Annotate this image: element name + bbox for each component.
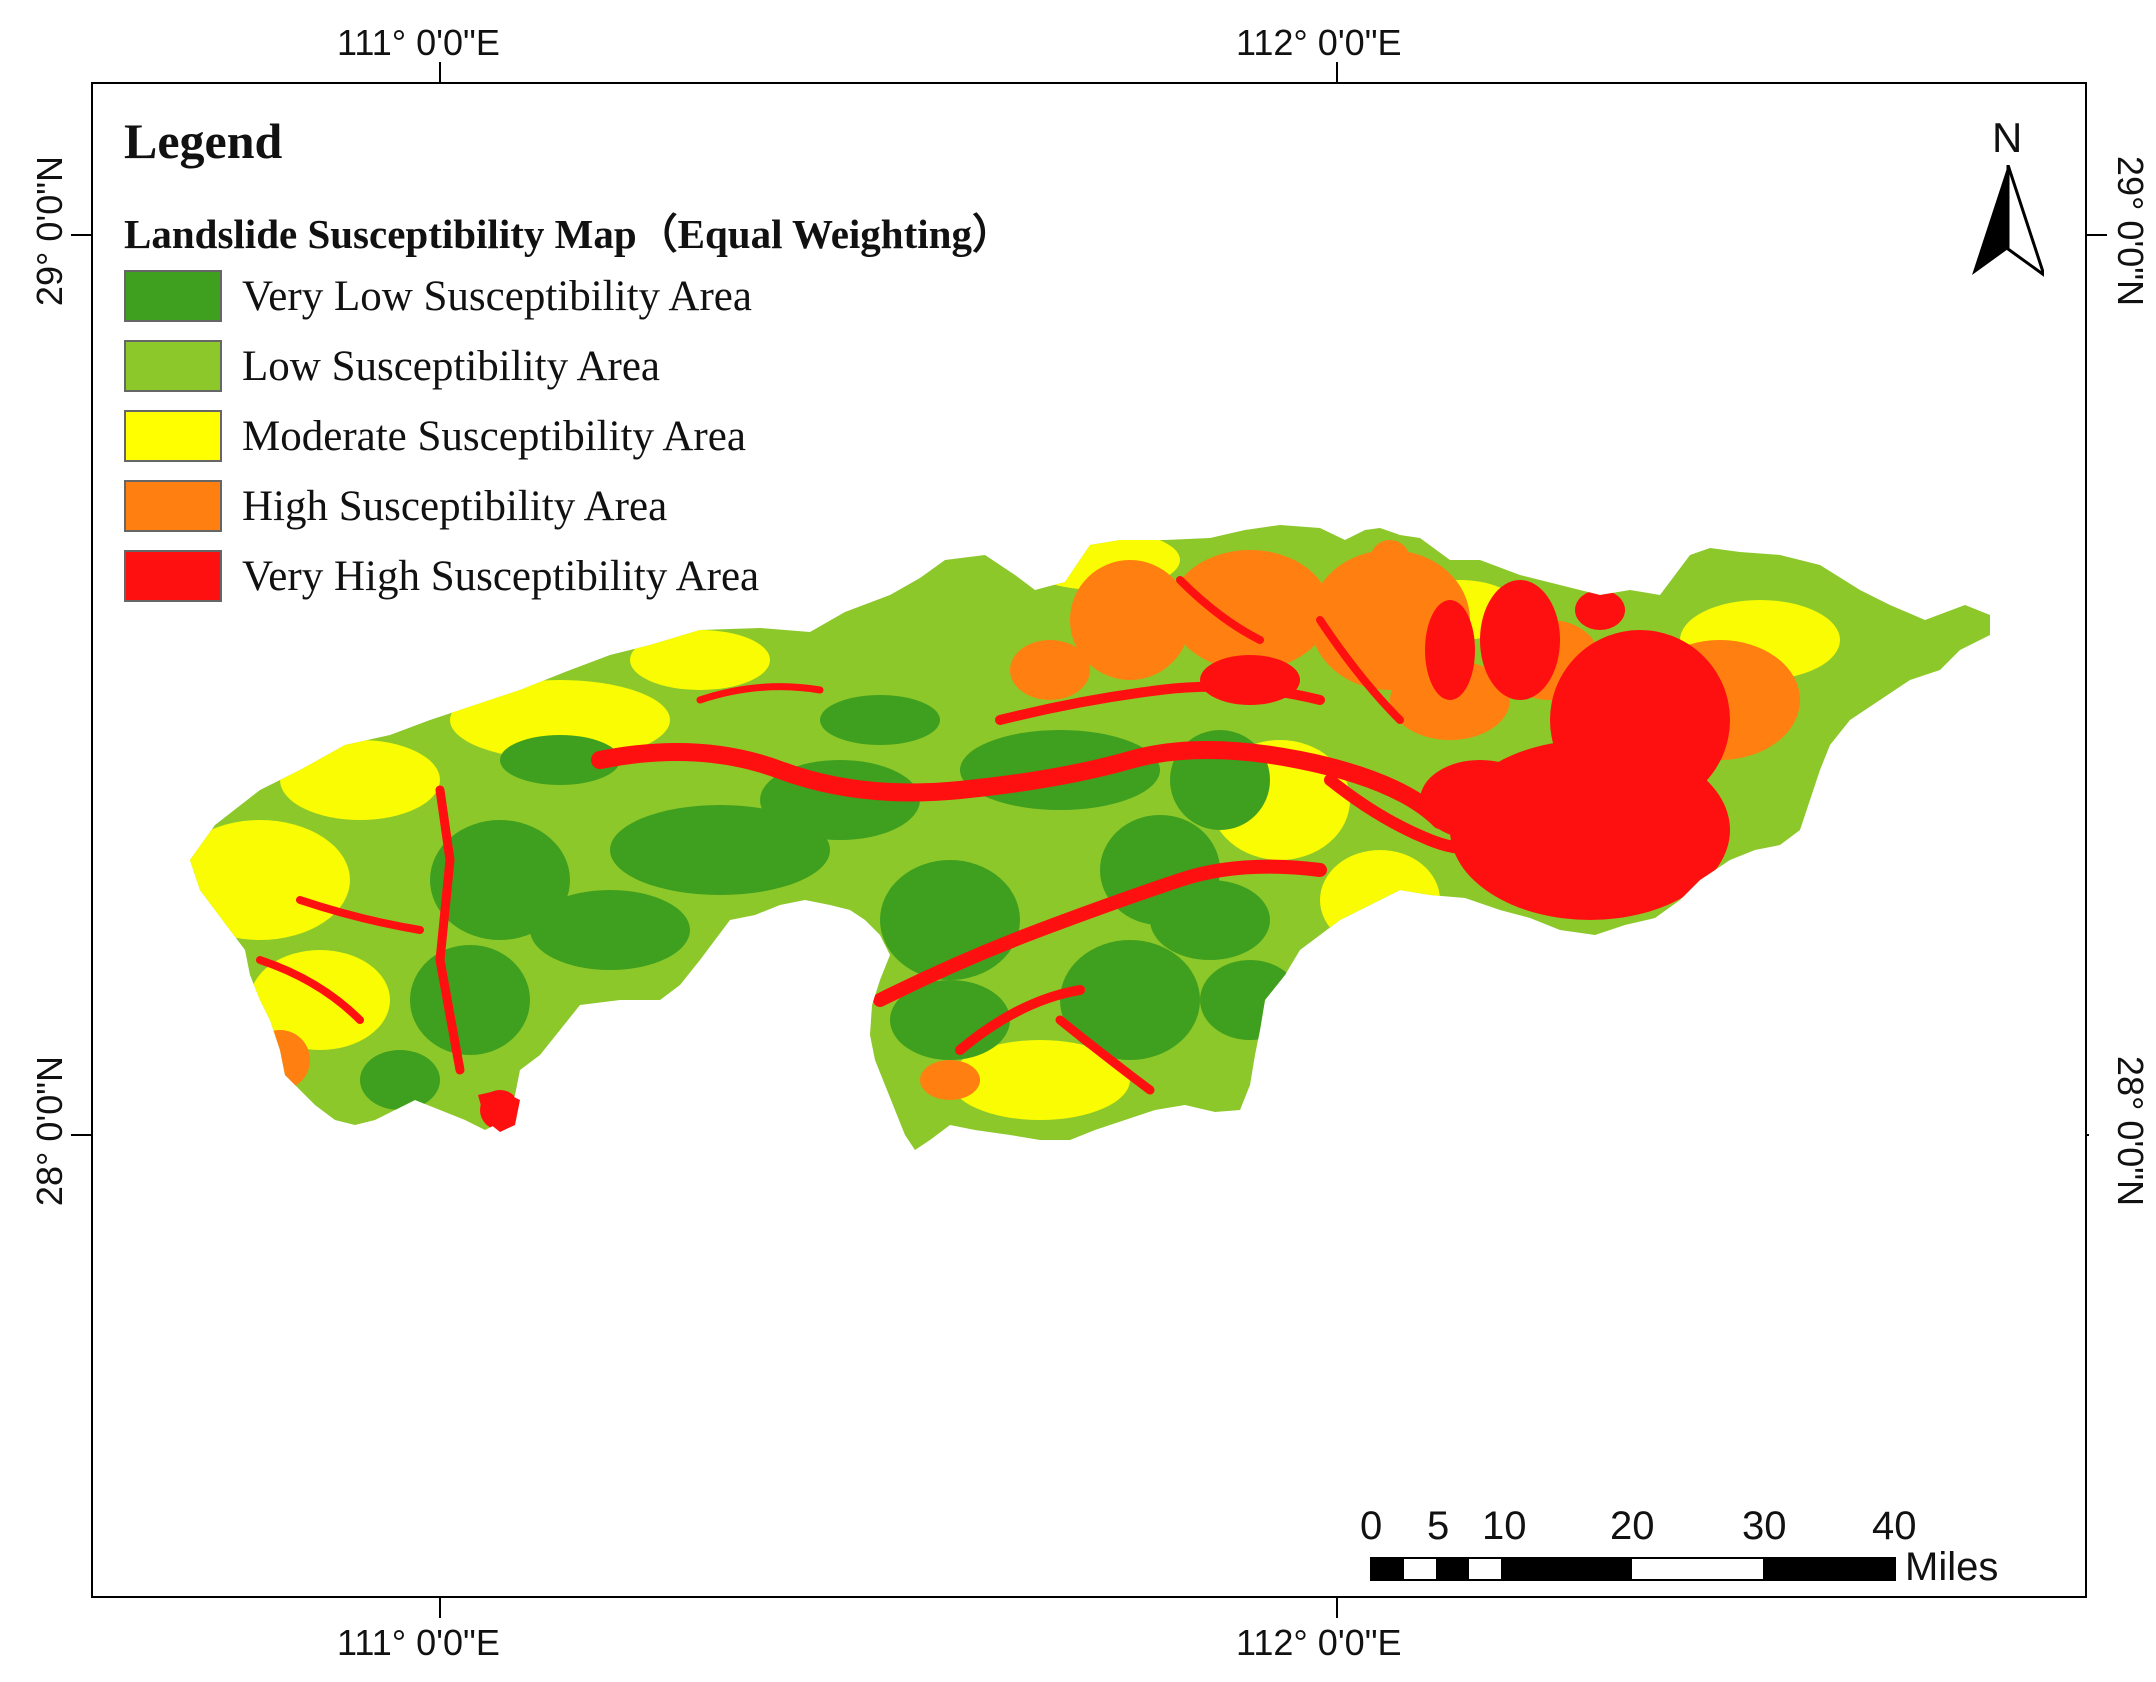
very-low-zone <box>360 1050 440 1110</box>
north-arrow-label: N <box>1992 114 2023 161</box>
scale-bar-unit: Miles <box>1905 1545 1999 1589</box>
moderate-zone <box>190 820 350 940</box>
very-high-zone <box>1575 590 1625 630</box>
moderate-zone <box>630 630 770 690</box>
scale-bar-tick-label: 5 <box>1427 1504 1450 1548</box>
very-low-zone <box>500 735 620 785</box>
legend-label: Moderate Susceptibility Area <box>242 413 746 460</box>
very-low-zone <box>1150 880 1270 960</box>
very-high-corridor <box>1324 774 1506 854</box>
right-tick-28 <box>2087 1134 2089 1136</box>
scale-bar <box>1370 1557 1896 1581</box>
very-high-corridor <box>955 985 1085 1055</box>
bottom-longitude-label: 112° 0'0"E <box>1236 1622 1402 1663</box>
bottom-tick-112 <box>1336 1598 1338 1618</box>
legend-label: Very Low Susceptibility Area <box>242 273 752 320</box>
north-arrow-icon <box>1972 165 2044 277</box>
moderate-zone <box>280 740 440 820</box>
very-low-zone <box>820 695 940 745</box>
very-low-zone <box>1200 960 1300 1040</box>
legend-swatch-high <box>124 480 222 532</box>
legend-swatch-low <box>124 340 222 392</box>
top-longitude-label: 111° 0'0"E <box>337 22 500 63</box>
very-high-zone <box>1550 630 1730 810</box>
bottom-tick-111 <box>439 1598 441 1618</box>
moderate-zone <box>760 915 880 1005</box>
legend-label: Very High Susceptibility Area <box>242 553 760 600</box>
moderate-zone <box>250 950 390 1050</box>
high-zone <box>1170 550 1330 670</box>
very-high-corridor <box>296 896 424 934</box>
legend-swatch-very-low <box>124 270 222 322</box>
top-longitude-label: 112° 0'0"E <box>1236 22 1402 63</box>
bottom-longitude-label: 111° 0'0"E <box>337 1622 500 1663</box>
moderate-zone <box>1320 850 1440 950</box>
legend-swatch-moderate <box>124 410 222 462</box>
top-tick-111 <box>439 62 441 82</box>
high-zone <box>1370 540 1410 580</box>
very-high-zone <box>1480 580 1560 700</box>
top-tick-112 <box>1336 62 1338 82</box>
moderate-zone <box>950 1040 1130 1120</box>
scale-bar-tick-label: 10 <box>1482 1504 1527 1548</box>
scale-bar-tick-label: 40 <box>1872 1504 1917 1548</box>
left-tick-28 <box>71 1134 91 1136</box>
very-high-corridor <box>591 741 1449 829</box>
legend-title: Legend <box>124 113 283 169</box>
very-high-zone <box>1420 760 1540 840</box>
legend-label: High Susceptibility Area <box>242 483 668 530</box>
scale-bar-tick-label: 20 <box>1610 1504 1655 1548</box>
scale-bar-tick-label: 0 <box>1360 1504 1383 1548</box>
very-high-corridor <box>696 683 824 704</box>
very-high-corridor <box>995 681 1325 725</box>
map-frame <box>91 82 2087 1598</box>
moderate-zone <box>450 680 670 760</box>
right-tick-29 <box>2087 234 2107 236</box>
high-zone <box>1070 560 1190 680</box>
region-fragment <box>478 1090 520 1132</box>
high-zone <box>250 1030 310 1090</box>
very-high-corridor <box>1055 1015 1155 1095</box>
legend-swatch-very-high <box>124 550 222 602</box>
left-tick-29 <box>71 234 91 236</box>
very-low-zone <box>430 820 570 940</box>
very-low-zone <box>410 945 530 1055</box>
very-high-zone <box>1425 600 1475 700</box>
legend-label: Low Susceptibility Area <box>242 343 660 390</box>
very-low-zone <box>530 890 690 970</box>
very-low-zone <box>610 805 830 895</box>
very-high-corridor <box>1176 576 1264 644</box>
very-high-corridor <box>435 785 465 1075</box>
very-high-corridor <box>256 956 364 1024</box>
very-high-corridor <box>1316 616 1404 724</box>
legend-subtitle: Landslide Susceptibility Map（Equal Weigh… <box>124 211 1013 257</box>
very-low-zone <box>1060 940 1200 1060</box>
scale-bar-tick-label: 30 <box>1742 1504 1787 1548</box>
very-high-corridor <box>873 859 1327 1007</box>
high-zone <box>920 1060 980 1100</box>
high-zone <box>1010 640 1090 700</box>
